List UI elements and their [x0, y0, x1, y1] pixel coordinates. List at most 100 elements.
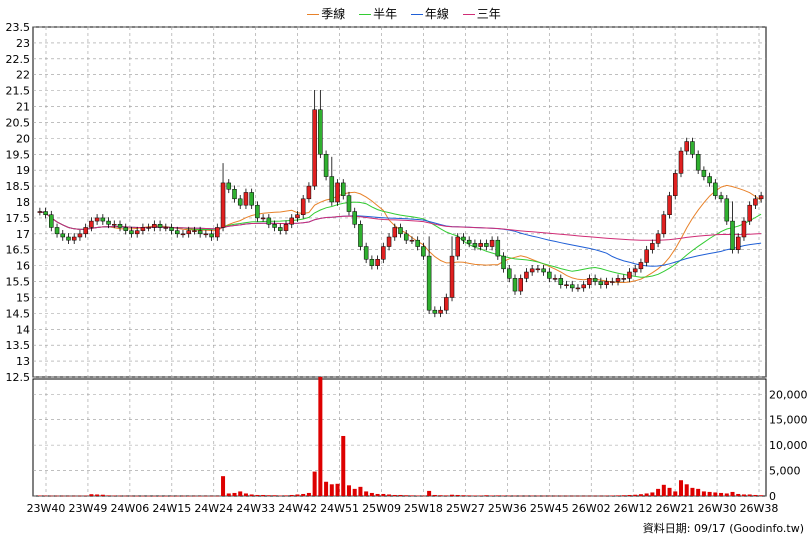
- volume-bar: [335, 483, 340, 496]
- candle-body: [701, 169, 707, 177]
- volume-bar: [398, 494, 403, 496]
- volume-bar: [570, 495, 575, 497]
- time-tick-label: 25W18: [404, 502, 443, 515]
- volume-bar: [564, 495, 569, 497]
- volume-bar: [541, 495, 546, 497]
- candle-body: [255, 204, 260, 219]
- time-tick-label: 25W27: [446, 502, 485, 515]
- legend-label-quarter: 季線: [321, 7, 346, 21]
- volume-bar: [461, 495, 466, 496]
- candle-body: [735, 236, 741, 250]
- volume-bar: [730, 491, 735, 496]
- time-tick-label: 24W51: [320, 502, 359, 515]
- candle-body: [174, 230, 180, 235]
- time-tick-label: 26W12: [614, 502, 653, 515]
- time-tick-label: 26W02: [572, 502, 611, 515]
- volume-bar: [627, 494, 632, 496]
- candle-body: [152, 224, 157, 228]
- candle-body: [352, 211, 357, 225]
- volume-bar: [329, 484, 334, 496]
- volume-bar: [736, 493, 741, 496]
- volume-bar: [593, 495, 598, 497]
- candle-body: [426, 255, 432, 311]
- candle-body: [552, 278, 558, 280]
- candle-body: [363, 246, 369, 260]
- candle-body: [484, 243, 489, 247]
- candle-body: [507, 268, 512, 279]
- volume-panel-frame: [32, 378, 767, 497]
- candle-body: [312, 109, 317, 187]
- volume-bar: [604, 495, 609, 497]
- volume-bar: [83, 495, 88, 497]
- candle-body: [386, 236, 392, 247]
- legend-item-year: 年線: [410, 5, 449, 22]
- volume-bar: [661, 484, 666, 496]
- candle-body: [409, 239, 415, 242]
- candle-body: [341, 182, 346, 196]
- price-tick-label: 21: [16, 101, 30, 114]
- price-tick-label: 19: [16, 164, 30, 177]
- time-tick-label: 23W40: [27, 502, 66, 515]
- legend-label-year: 年線: [424, 7, 449, 21]
- volume-bar: [741, 494, 746, 496]
- volume-bar: [123, 495, 128, 497]
- volume-bar: [324, 481, 329, 496]
- candle-body: [501, 255, 506, 270]
- time-tick-label: 26W30: [698, 502, 737, 515]
- volume-bar: [713, 492, 718, 496]
- volume-bar: [72, 495, 77, 497]
- price-tick-label: 15.5: [6, 276, 31, 289]
- volume-bar: [707, 491, 712, 496]
- candle-body: [323, 154, 329, 177]
- volume-bar: [129, 495, 134, 497]
- candle-body: [260, 217, 266, 220]
- volume-bar: [289, 494, 294, 496]
- candle-body: [718, 195, 724, 200]
- candle-body: [421, 246, 426, 257]
- volume-bar: [701, 491, 706, 496]
- volume-bar: [719, 492, 724, 496]
- candle-body: [524, 271, 529, 279]
- candle-body: [461, 236, 466, 241]
- price-tick-label: 23.5: [6, 21, 31, 34]
- volume-bar: [198, 495, 203, 497]
- volume-bar: [484, 495, 489, 496]
- volume-bar: [558, 495, 563, 497]
- price-tick-label: 22: [16, 69, 30, 82]
- legend-item-three-year: 三年: [462, 5, 501, 22]
- price-tick-label: 15: [16, 291, 30, 304]
- volume-bar: [678, 480, 683, 496]
- candle-body: [186, 230, 191, 235]
- candle-body: [695, 154, 701, 171]
- candle-body: [300, 198, 306, 215]
- volume-bar: [192, 495, 197, 497]
- candle-body: [753, 198, 758, 206]
- volume-bar: [438, 495, 443, 496]
- candle-body: [89, 220, 94, 228]
- time-tick-label: 24W42: [278, 502, 317, 515]
- candle-body: [192, 230, 197, 232]
- volume-bar: [186, 495, 191, 497]
- candle-body: [381, 246, 386, 260]
- volume-bar: [575, 495, 580, 497]
- volume-bar: [495, 495, 500, 496]
- time-tick-label: 24W15: [152, 502, 191, 515]
- volume-bar: [381, 493, 386, 496]
- volume-bar: [261, 494, 266, 496]
- volume-bar: [37, 495, 42, 496]
- candle-body: [66, 236, 71, 241]
- candle-body: [232, 189, 237, 200]
- volume-bar: [616, 495, 621, 496]
- volume-bar: [512, 495, 517, 497]
- volume-bar: [118, 495, 123, 497]
- candle-body: [644, 249, 649, 263]
- candle-body: [243, 192, 249, 206]
- volume-bar: [158, 495, 163, 497]
- volume-bar: [221, 476, 226, 496]
- volume-bar: [89, 494, 94, 496]
- volume-bar: [77, 495, 82, 497]
- legend: 季線 半年 年線 三年: [0, 5, 808, 22]
- volume-bar: [249, 494, 254, 496]
- volume-bar: [535, 495, 540, 497]
- candle-body: [747, 204, 752, 222]
